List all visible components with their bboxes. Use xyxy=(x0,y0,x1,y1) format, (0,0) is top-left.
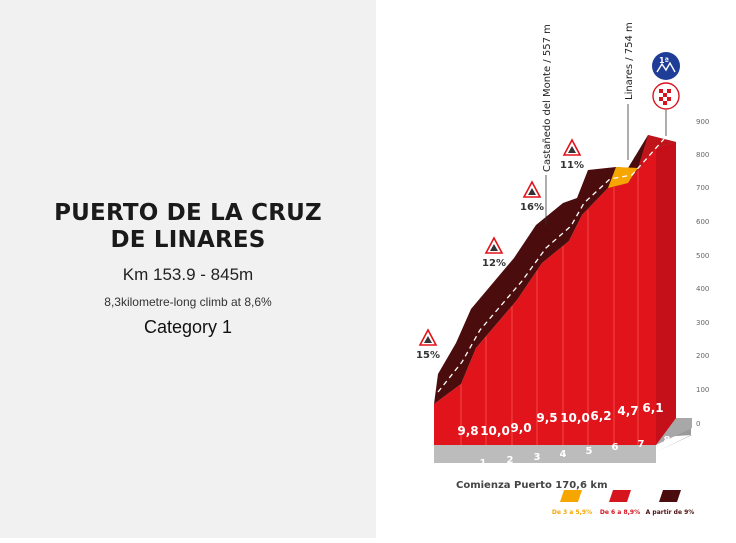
max-gradient-marker: 16% xyxy=(520,180,544,213)
legend-swatch xyxy=(659,490,681,502)
altitude-tick: 400 xyxy=(696,285,709,293)
legend-label: De 3 a 5,9% xyxy=(552,509,592,516)
slope-icon xyxy=(424,336,432,343)
segment-gradient: 9,5 xyxy=(536,411,557,425)
climb-start-label: Comienza Puerto 170,6 km xyxy=(456,480,607,491)
segment-gradient: 6,2 xyxy=(590,409,611,423)
km-axis: 0 1 2 3 4 5 6 7 8 xyxy=(454,435,671,473)
profile-top-orange xyxy=(608,167,638,188)
km-tick: 2 xyxy=(507,455,514,466)
profile-top-surface xyxy=(434,135,676,404)
mountain-category-icon xyxy=(652,52,680,80)
climb-info: PUERTO DE LA CRUZ DE LINARES Km 153.9 - … xyxy=(0,200,376,338)
altitude-tick: 600 xyxy=(696,218,709,226)
climb-title-line2: DE LINARES xyxy=(110,227,266,253)
km-tick: 5 xyxy=(586,446,593,457)
km-tick: 1 xyxy=(480,458,487,469)
max-gradient-marker: 15% xyxy=(416,328,440,361)
waypoint-label: Linares / 754 m xyxy=(624,22,635,100)
km-tick: 4 xyxy=(560,449,567,460)
altitude-tick: 900 xyxy=(696,118,709,126)
segment-gradient: 10,0 xyxy=(560,411,590,425)
legend-item: De 6 a 8,9% xyxy=(600,490,640,516)
waypoint-label: Castañedo del Monte / 557 m xyxy=(542,24,553,172)
km-tick: 8 xyxy=(664,435,671,446)
altitude-tick: 0 xyxy=(696,420,700,428)
legend-label: De 6 a 8,9% xyxy=(600,509,640,516)
altitude-tick: 300 xyxy=(696,319,709,327)
profile-base-front xyxy=(434,445,656,463)
profile-panel: 9,8 10,0 9,0 9,5 10,0 6,2 4,7 6,1 0 1 2 … xyxy=(376,0,736,538)
segment-gradient: 9,0 xyxy=(510,421,531,435)
max-gradient-marker: 12% xyxy=(482,236,506,269)
elevation-profile-graphic: 9,8 10,0 9,0 9,5 10,0 6,2 4,7 6,1 0 1 2 … xyxy=(416,22,709,516)
segment-separators xyxy=(460,170,639,445)
legend-item: De 3 a 5,9% xyxy=(552,490,592,516)
climb-category: Category 1 xyxy=(143,317,233,337)
max-gradient: 12% xyxy=(482,258,506,269)
max-gradient: 15% xyxy=(416,350,440,361)
slope-icon xyxy=(490,244,498,251)
legend-swatch xyxy=(609,490,631,502)
altitude-tick: 800 xyxy=(696,151,709,159)
legend-swatch xyxy=(560,490,582,502)
climb-title: PUERTO DE LA CRUZ DE LINARES xyxy=(0,200,376,254)
slope-icon xyxy=(568,146,576,153)
checkered-flag-icon xyxy=(652,82,680,110)
max-gradient-marker: 11% xyxy=(560,138,584,171)
max-gradient: 16% xyxy=(520,202,544,213)
legend-label: A partir de 9% xyxy=(646,509,695,516)
km-tick: 0 xyxy=(454,462,461,473)
climb-description: 8,3kilometre-long climb at 8,6% xyxy=(104,295,272,309)
climb-km-altitude: Km 153.9 - 845m xyxy=(122,265,254,284)
segment-gradient: 10,0 xyxy=(480,424,510,438)
km-tick: 6 xyxy=(612,442,619,453)
profile-center-dashes xyxy=(437,138,665,393)
segment-gradient-labels: 9,8 10,0 9,0 9,5 10,0 6,2 4,7 6,1 xyxy=(457,401,663,438)
profile-top-red xyxy=(628,135,676,183)
km-tick: 3 xyxy=(534,452,541,463)
altitude-tick: 100 xyxy=(696,386,709,394)
profile-side-face xyxy=(656,142,676,445)
slope-icon xyxy=(528,188,536,195)
altitude-tick: 500 xyxy=(696,252,709,260)
category-badge-text: 1ª xyxy=(659,56,669,65)
climb-info-panel: PUERTO DE LA CRUZ DE LINARES Km 153.9 - … xyxy=(0,0,376,538)
mountain-icon xyxy=(656,61,676,73)
segment-gradient: 4,7 xyxy=(617,404,638,418)
max-gradient: 11% xyxy=(560,160,584,171)
legend: De 3 a 5,9% De 6 a 8,9% A partir de 9% xyxy=(552,490,694,516)
altitude-tick: 700 xyxy=(696,184,709,192)
category-badge: 1ª xyxy=(652,52,680,80)
climb-title-line1: PUERTO DE LA CRUZ xyxy=(54,200,322,226)
segment-gradient: 9,8 xyxy=(457,424,478,438)
legend-item: A partir de 9% xyxy=(646,490,695,516)
km-tick: 7 xyxy=(638,439,645,450)
altitude-tick: 200 xyxy=(696,352,709,360)
altitude-axis: 0 100 200 300 400 500 600 700 800 900 xyxy=(696,118,709,428)
segment-gradient: 6,1 xyxy=(642,401,663,415)
profile-front-face xyxy=(434,147,656,445)
